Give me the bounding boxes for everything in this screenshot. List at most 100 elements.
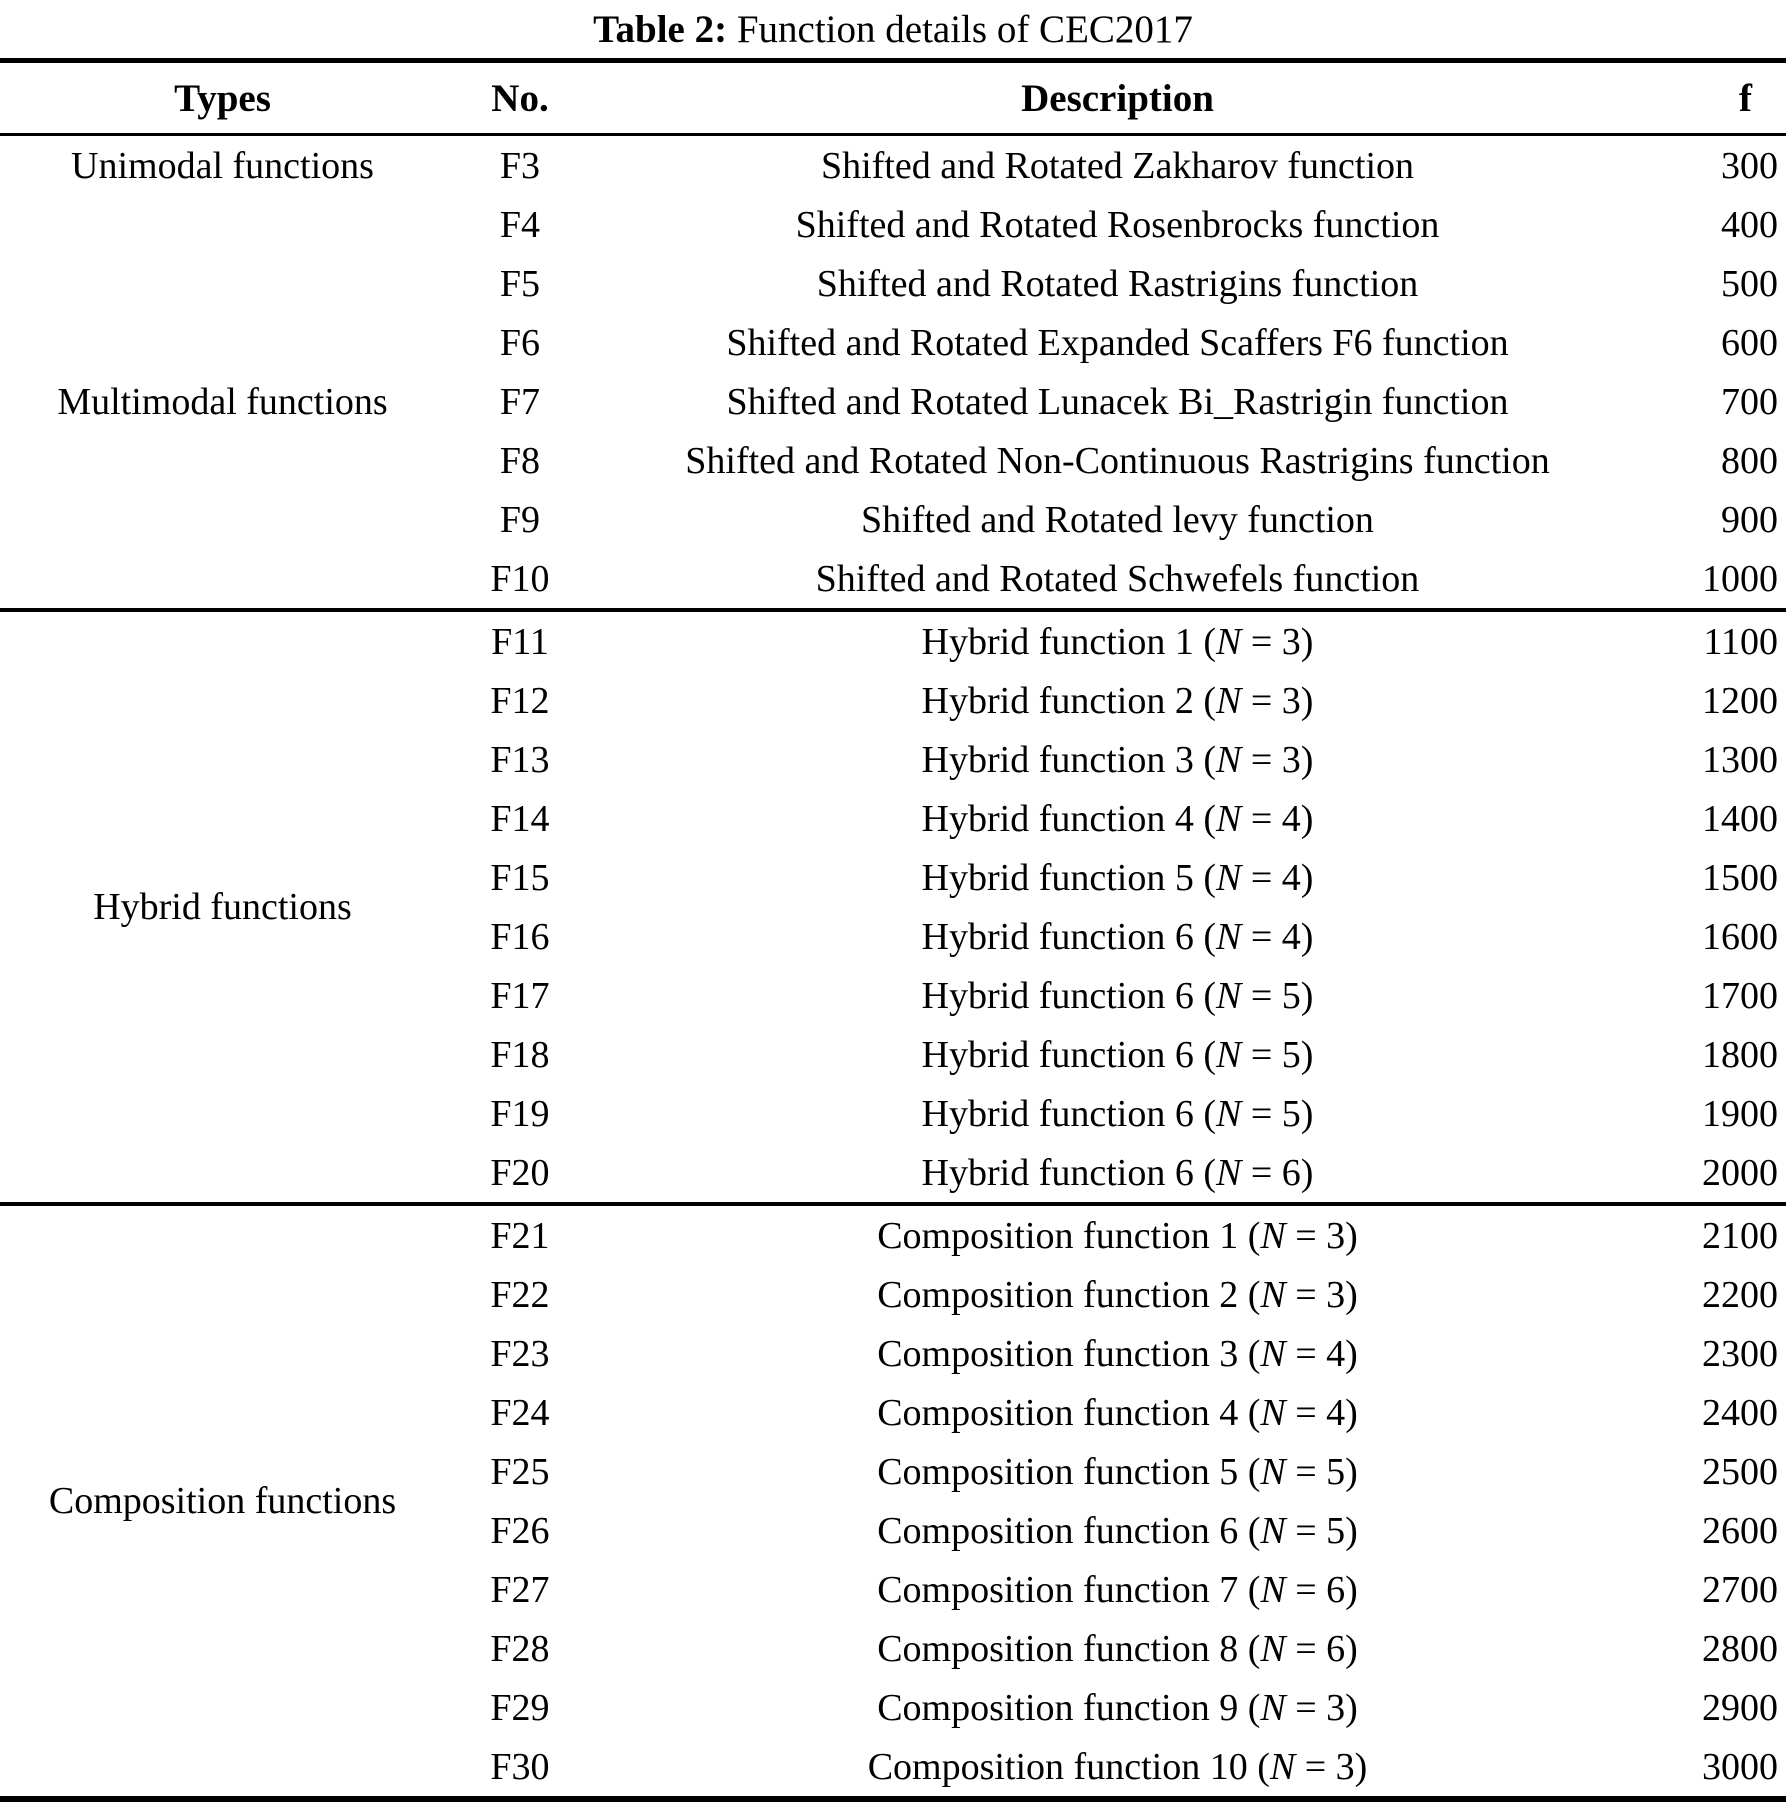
no-cell: F29 [490, 1686, 550, 1729]
n-variable: N [1260, 1627, 1286, 1670]
f-value-cell: 1100 [1703, 620, 1778, 663]
f-value-cell: 1400 [1702, 797, 1778, 840]
table-row-f13: F13 Hybrid function 3 (N = 3) 1300 [0, 730, 1786, 789]
table-row-f8: F8 Shifted and Rotated Non-Continuous Ras… [0, 431, 1786, 490]
no-cell: F13 [490, 738, 550, 781]
type-cell [0, 313, 445, 372]
f-value-cell: 1700 [1702, 974, 1778, 1017]
no-cell: F19 [490, 1092, 550, 1135]
table-row-f14: F14 Hybrid function 4 (N = 4) 1400 [0, 789, 1786, 848]
f-value-cell: 2700 [1702, 1568, 1778, 1611]
type-group-cell-composition: Composition functions [48, 1480, 397, 1522]
f-value-cell: 2000 [1702, 1151, 1778, 1194]
table-row-f3: Unimodal functions F3 Shifted and Rotated … [0, 135, 1786, 196]
n-variable: N [1216, 679, 1242, 722]
n-variable: N [1260, 1509, 1286, 1552]
table-row-f12: F12 Hybrid function 2 (N = 3) 1200 [0, 671, 1786, 730]
no-cell: F7 [499, 380, 541, 423]
n-variable: N [1216, 738, 1242, 781]
table-row-f15: F15 Hybrid function 5 (N = 4) 1500 [0, 848, 1786, 907]
table-row-f7: Multimodal functions F7 Shifted and Rotate… [0, 372, 1786, 431]
no-cell: F18 [490, 1033, 550, 1076]
table-row-f30: F30 Composition function 10 (N = 3) 3000 [0, 1737, 1786, 1799]
description-cell: Shifted and Rotated Schwefels function [815, 557, 1420, 600]
type-cell [0, 254, 445, 313]
table-row-f4: F4 Shifted and Rotated Rosenbrocks functi… [0, 195, 1786, 254]
n-variable: N [1216, 1092, 1242, 1135]
table-row-f6: F6 Shifted and Rotated Expanded Scaffers … [0, 313, 1786, 372]
functions-table: Types No. Description f Unimodal functio… [0, 58, 1786, 1802]
no-cell: F17 [490, 974, 550, 1017]
table-row-f29: F29 Composition function 9 (N = 3) 2900 [0, 1678, 1786, 1737]
table-row-f27: F27 Composition function 7 (N = 6) 2700 [0, 1560, 1786, 1619]
n-variable: N [1216, 1033, 1242, 1076]
section-unimodal-multimodal: Unimodal functions F3 Shifted and Rotated … [0, 135, 1786, 610]
n-variable: N [1216, 856, 1242, 899]
description-cell: Hybrid function 1 (N = 3) [921, 620, 1314, 663]
f-value-cell: 900 [1721, 498, 1778, 541]
table-row-f10: F10 Shifted and Rotated Schwefels functio… [0, 549, 1786, 610]
description-cell: Hybrid function 6 (N = 5) [921, 1033, 1314, 1076]
f-value-cell: 300 [1721, 144, 1778, 187]
f-value-cell: 2400 [1702, 1391, 1778, 1434]
no-cell: F23 [490, 1332, 550, 1375]
table-row-f23: F23 Composition function 3 (N = 4) 2300 [0, 1324, 1786, 1383]
f-value-cell: 1900 [1702, 1092, 1778, 1135]
column-header-no: No. [491, 76, 549, 120]
no-cell: F27 [490, 1568, 550, 1611]
no-cell: F26 [490, 1509, 550, 1552]
description-cell: Composition function 10 (N = 3) [867, 1745, 1368, 1788]
description-cell: Hybrid function 6 (N = 5) [921, 1092, 1314, 1135]
description-cell: Hybrid function 5 (N = 4) [921, 856, 1314, 899]
description-cell: Composition function 5 (N = 5) [877, 1450, 1358, 1493]
f-value-cell: 1000 [1702, 557, 1778, 600]
table-caption-label: Table 2: [593, 8, 728, 51]
no-cell: F10 [490, 557, 550, 600]
n-variable: N [1269, 1745, 1296, 1788]
table-row-f22: F22 Composition function 2 (N = 3) 2200 [0, 1265, 1786, 1324]
description-cell: Shifted and Rotated Rastrigins function [816, 262, 1419, 305]
n-variable: N [1260, 1214, 1286, 1257]
table-row-f16: F16 Hybrid function 6 (N = 4) 1600 [0, 907, 1786, 966]
table-row-f9: F9 Shifted and Rotated levy function 900 [0, 490, 1786, 549]
table-row-f26: F26 Composition function 6 (N = 5) 2600 [0, 1501, 1786, 1560]
no-cell: F24 [490, 1391, 550, 1434]
description-cell: Shifted and Rotated levy function [861, 498, 1374, 541]
n-variable: N [1216, 974, 1242, 1017]
description-cell: Hybrid function 6 (N = 6) [921, 1151, 1314, 1194]
description-cell: Composition function 1 (N = 3) [877, 1214, 1358, 1257]
table-row-f19: F19 Hybrid function 6 (N = 5) 1900 [0, 1084, 1786, 1143]
f-value-cell: 1200 [1702, 679, 1778, 722]
table-row-f28: F28 Composition function 8 (N = 6) 2800 [0, 1619, 1786, 1678]
f-value-cell: 2100 [1702, 1214, 1778, 1257]
f-value-cell: 2500 [1702, 1450, 1778, 1493]
table-row-f5: F5 Shifted and Rotated Rastrigins functio… [0, 254, 1786, 313]
f-value-cell: 500 [1721, 262, 1778, 305]
no-cell: F6 [499, 321, 541, 364]
column-header-f: f [1739, 76, 1752, 120]
type-group-cell-hybrid: Hybrid functions [93, 886, 352, 928]
no-cell: F30 [490, 1745, 550, 1788]
no-cell: F16 [490, 915, 550, 958]
no-cell: F9 [499, 498, 541, 541]
type-cell [0, 549, 445, 610]
no-cell: F11 [491, 620, 549, 663]
n-variable: N [1260, 1273, 1286, 1316]
n-variable: N [1260, 1568, 1286, 1611]
description-cell: Shifted and Rotated Lunacek Bi_Rastrigin… [726, 380, 1509, 423]
f-value-cell: 2800 [1702, 1627, 1778, 1670]
no-cell: F14 [490, 797, 550, 840]
description-cell: Composition function 6 (N = 5) [877, 1509, 1358, 1552]
f-value-cell: 1500 [1702, 856, 1778, 899]
n-variable: N [1260, 1450, 1286, 1493]
description-cell: Composition function 7 (N = 6) [877, 1568, 1358, 1611]
n-variable: N [1216, 620, 1242, 663]
table-row-f25: F25 Composition function 5 (N = 5) 2500 [0, 1442, 1786, 1501]
description-cell: Shifted and Rotated Expanded Scaffers F6… [726, 321, 1509, 364]
column-header-types: Types [174, 76, 271, 120]
description-cell: Composition function 3 (N = 4) [877, 1332, 1358, 1375]
type-cell [0, 431, 445, 490]
f-value-cell: 800 [1721, 439, 1778, 482]
type-cell: Unimodal functions [71, 144, 374, 187]
table-caption: Table 2: Function details of CEC2017 [0, 0, 1786, 58]
